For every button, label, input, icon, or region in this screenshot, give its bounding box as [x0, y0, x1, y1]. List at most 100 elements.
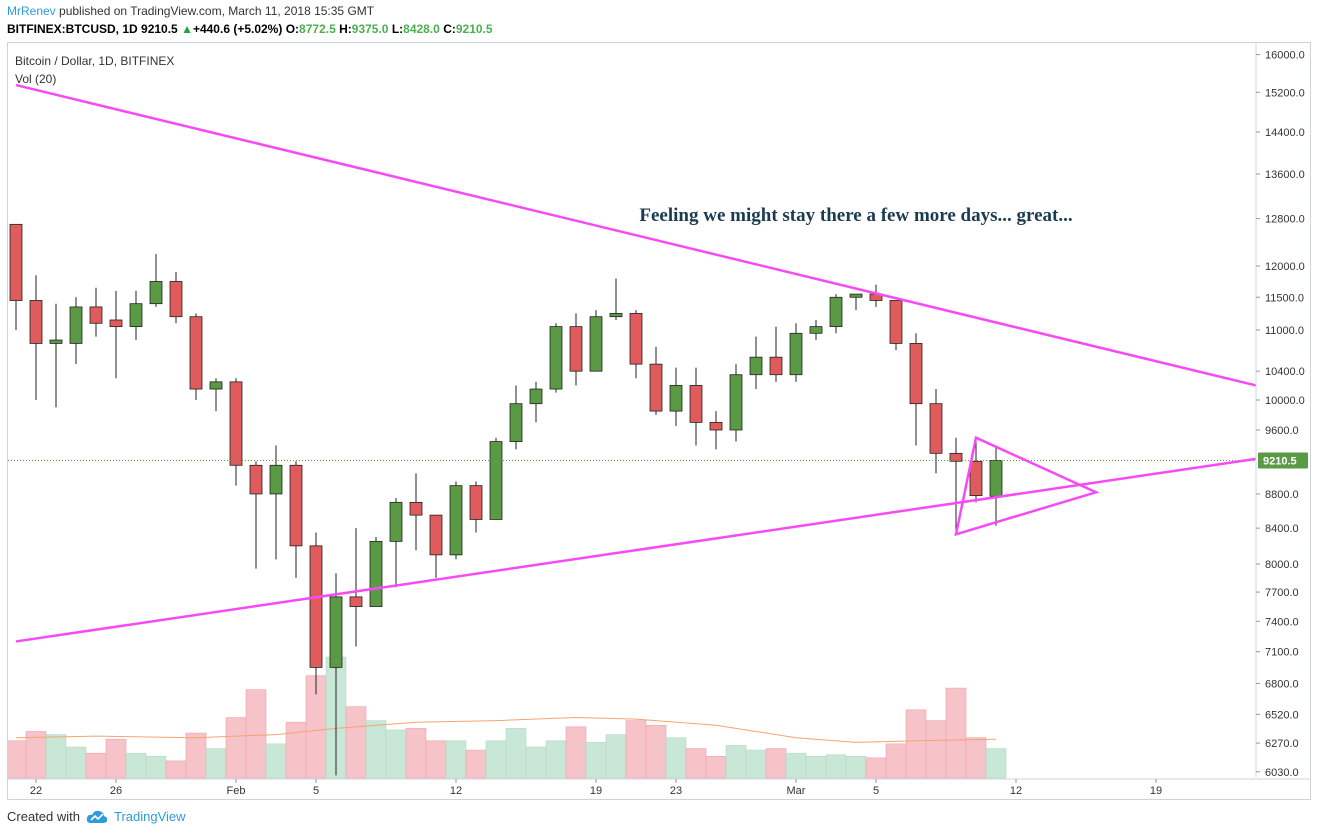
price-tick-label: 15200.0 — [1265, 87, 1305, 99]
open-value: 8772.5 — [299, 22, 336, 36]
arrow-up-icon: ▲ — [181, 22, 193, 36]
time-tick-label: 26 — [110, 785, 122, 797]
volume-layer — [8, 656, 1007, 779]
candle-body — [689, 385, 703, 423]
close-label: C: — [443, 22, 456, 36]
legend-indicator: Vol (20) — [15, 72, 56, 86]
last-price-tag-label: 9210.5 — [1263, 455, 1297, 467]
candle-body — [369, 540, 383, 607]
candles-layer — [9, 223, 1003, 776]
volume-bar — [225, 717, 247, 779]
candle-body — [229, 381, 243, 466]
volume-bar — [945, 687, 967, 779]
volume-bar — [825, 754, 847, 779]
volume-bar — [805, 755, 827, 779]
price-tick-label: 16000.0 — [1265, 50, 1305, 62]
time-tick-label: Feb — [227, 785, 246, 797]
candle-body — [969, 460, 983, 497]
candle-body — [169, 281, 183, 318]
candle-body — [489, 441, 503, 520]
author-link[interactable]: MrRenev — [7, 4, 56, 18]
time-tick-label: 5 — [313, 785, 319, 797]
volume-bar — [585, 742, 607, 779]
candle-body — [669, 385, 683, 412]
price-tick-label: 10000.0 — [1265, 395, 1305, 407]
volume-bar — [705, 755, 727, 779]
candle-body — [9, 223, 23, 301]
tradingview-link[interactable]: TradingView — [113, 809, 186, 824]
chart-frame[interactable]: Feeling we might stay there a few more d… — [7, 42, 1311, 800]
volume-bar — [65, 746, 87, 779]
volume-bar — [105, 738, 127, 779]
candle-body — [769, 356, 783, 376]
candle-body — [809, 326, 823, 334]
price-tick-label: 7400.0 — [1265, 616, 1299, 628]
price-tick-label: 12000.0 — [1265, 261, 1305, 273]
low-label: L: — [391, 22, 404, 36]
volume-bar — [25, 731, 47, 779]
price-tick-label: 9600.0 — [1265, 425, 1299, 437]
volume-bar — [905, 709, 927, 779]
volume-ma-line — [15, 717, 997, 743]
tradingview-cloud-icon — [86, 810, 108, 823]
volume-bar — [745, 749, 767, 779]
volume-bar — [685, 748, 707, 779]
time-axis: 22 26 Feb 5 12 19 23 Mar 5 12 19 — [8, 778, 1310, 797]
price-tick-label: 7700.0 — [1265, 587, 1299, 599]
candle-body — [569, 326, 583, 372]
volume-bar — [45, 734, 67, 779]
volume-bar — [365, 720, 387, 779]
volume-bar — [785, 752, 807, 779]
volume-bar — [765, 748, 787, 779]
chart-annotation: Feeling we might stay there a few more d… — [639, 205, 1072, 226]
candle-body — [289, 464, 303, 547]
price-tick-label: 12800.0 — [1265, 214, 1305, 226]
price-tick-label: 6270.0 — [1265, 738, 1299, 750]
volume-bar — [125, 752, 147, 779]
candle-body — [389, 501, 403, 542]
price-tick-label: 13600.0 — [1265, 169, 1305, 181]
time-tick-label: 5 — [873, 785, 879, 797]
drawings-layer: Feeling we might stay there a few more d… — [8, 83, 1257, 643]
last-price-tag — [1258, 452, 1308, 469]
volume-bar — [505, 728, 527, 779]
candle-body — [429, 514, 443, 556]
candle-body — [889, 300, 903, 344]
candle-body — [709, 421, 723, 431]
candle-body — [129, 303, 143, 328]
volume-bar — [185, 732, 207, 779]
time-tick-label: 23 — [670, 785, 682, 797]
symbol-label: BITFINEX:BTCUSD, 1D — [7, 22, 138, 36]
time-tick-label: 19 — [1150, 785, 1162, 797]
low-value: 8428.0 — [403, 22, 440, 36]
candle-body — [209, 381, 223, 390]
price-chart[interactable]: Feeling we might stay there a few more d… — [8, 43, 1310, 799]
candle-body — [749, 356, 763, 376]
trendline — [15, 83, 1257, 387]
candle-body — [789, 332, 803, 376]
price-tick-label: 6520.0 — [1265, 709, 1299, 721]
time-tick-label: 22 — [30, 785, 42, 797]
volume-bar — [345, 706, 367, 779]
candle-body — [909, 343, 923, 405]
candle-body — [249, 464, 263, 495]
volume-bar — [525, 746, 547, 779]
volume-bar — [165, 760, 187, 779]
volume-bar — [865, 757, 887, 779]
time-tick-label: 12 — [1010, 785, 1022, 797]
price-tick-label: 14400.0 — [1265, 127, 1305, 139]
last-price: 9210.5 — [141, 22, 178, 36]
candle-body — [729, 374, 743, 431]
candle-body — [449, 485, 463, 556]
created-with-label: Created with — [7, 809, 80, 824]
candle-body — [349, 596, 363, 607]
time-tick-label: Mar — [787, 785, 806, 797]
price-tick-label: 8000.0 — [1265, 559, 1299, 571]
candle-body — [929, 403, 943, 454]
volume-bar — [925, 720, 947, 779]
volume-bar — [645, 724, 667, 779]
volume-bar — [405, 728, 427, 779]
volume-bar — [845, 755, 867, 779]
candle-body — [829, 296, 843, 328]
candle-body — [549, 326, 563, 390]
